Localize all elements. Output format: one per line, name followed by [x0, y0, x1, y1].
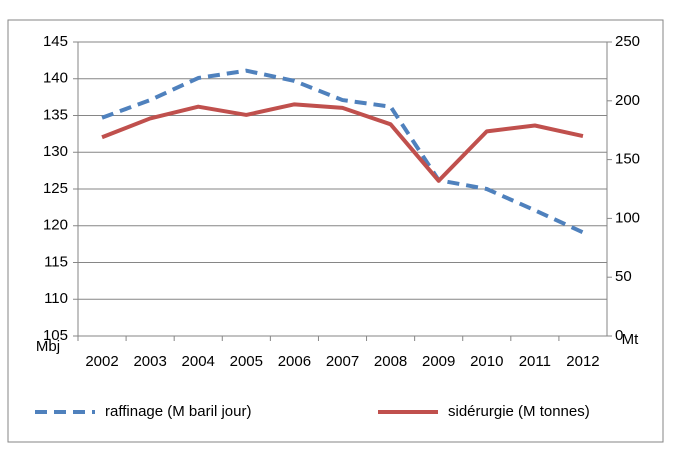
- y2-axis-label: Mt: [622, 331, 639, 348]
- y2-tick-label: 100: [615, 209, 640, 226]
- y-tick-label: 105: [43, 327, 68, 344]
- x-tick-label: 2003: [133, 353, 166, 370]
- x-tick-label: 2009: [422, 353, 455, 370]
- y-tick-label: 110: [44, 290, 68, 307]
- x-tick-label: 2005: [230, 353, 263, 370]
- series-line: [101, 102, 584, 183]
- x-tick-label: 2004: [182, 353, 215, 370]
- y-tick-label: 140: [43, 70, 68, 87]
- series-line: [101, 68, 584, 235]
- y-tick-label: 125: [43, 180, 68, 197]
- x-tick-label: 2012: [566, 353, 599, 370]
- y-tick-label: 115: [44, 253, 68, 270]
- legend-label: raffinage (M baril jour): [105, 403, 251, 420]
- x-tick-label: 2008: [374, 353, 407, 370]
- y2-tick-label: 50: [615, 268, 632, 285]
- legend-label: sidérurgie (M tonnes): [448, 403, 590, 420]
- y-tick-label: 145: [43, 33, 68, 50]
- x-tick-label: 2011: [519, 353, 551, 370]
- x-tick-label: 2002: [85, 353, 118, 370]
- x-tick-label: 2006: [278, 353, 311, 370]
- y-tick-label: 130: [43, 143, 68, 160]
- chart-border: [7, 19, 664, 443]
- y2-tick-label: 0: [615, 327, 623, 344]
- y-tick-label: 135: [43, 106, 68, 123]
- y2-tick-label: 250: [615, 33, 640, 50]
- x-tick-label: 2010: [470, 353, 503, 370]
- x-tick-label: 2007: [326, 353, 359, 370]
- y2-tick-label: 200: [615, 92, 640, 109]
- y2-tick-label: 150: [615, 151, 640, 168]
- y-axis-label: Mbj: [36, 338, 60, 355]
- y-tick-label: 120: [43, 217, 68, 234]
